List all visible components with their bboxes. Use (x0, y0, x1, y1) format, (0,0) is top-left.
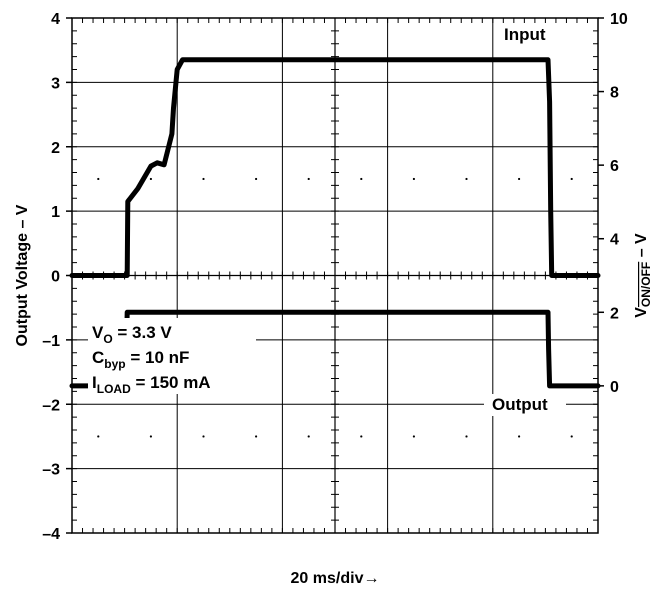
grid-dot (255, 177, 258, 181)
condition-value: = 3.3 V (113, 323, 173, 342)
grid-dot (465, 435, 468, 438)
condition-subscript: LOAD (97, 382, 131, 396)
condition-symbol: C (92, 348, 104, 367)
test-conditions-background (88, 318, 256, 394)
right-axis-title-suffix: – V (633, 233, 650, 262)
grid-dot (149, 435, 152, 438)
right-tick-labels: 10 8 6 4 2 0 (598, 11, 628, 396)
condition-subscript: O (103, 332, 112, 346)
right-tick-label: 8 (610, 85, 619, 102)
right-tick-label: 0 (610, 379, 619, 396)
left-tick-label: –1 (42, 333, 60, 350)
grid-dot (412, 177, 415, 181)
left-tick-label: 1 (51, 204, 60, 221)
left-tick-label: –4 (42, 526, 60, 543)
grid-dot (307, 435, 310, 438)
grid-dot (202, 435, 205, 438)
output-series-label: Output (492, 395, 548, 414)
input-series-label: Input (504, 25, 546, 44)
grid-dot (570, 177, 573, 181)
series-line-input (69, 57, 601, 278)
right-tick-label: 2 (610, 305, 619, 322)
test-condition-line: Cbyp = 10 nF (92, 348, 189, 371)
left-axis-title: Output Voltage – V (14, 204, 31, 346)
grid-dot (360, 435, 363, 438)
grid-dot (465, 177, 468, 181)
right-axis-title-base: V (633, 307, 650, 318)
condition-value: = 10 nF (126, 348, 190, 367)
left-tick-label: 3 (51, 75, 60, 92)
left-tick-label: –2 (42, 397, 60, 414)
left-tick-labels: 4 3 2 1 0 –1 –2 –3 –4 (42, 11, 72, 543)
grid-dot (360, 177, 363, 181)
condition-subscript: byp (104, 357, 125, 371)
left-tick-label: –3 (42, 462, 60, 479)
right-axis-title-sub: ON/OFF (639, 262, 653, 307)
condition-value: = 150 mA (131, 373, 211, 392)
grid-dot (412, 435, 415, 438)
grid-dot (255, 435, 258, 438)
right-tick-label: 4 (610, 232, 619, 249)
output-label-background (484, 394, 566, 416)
grid-dot (307, 177, 310, 181)
test-condition-line: ILOAD = 150 mA (92, 373, 211, 396)
grid-dot (202, 177, 205, 181)
left-tick-label: 2 (51, 140, 60, 157)
right-tick-label: 6 (610, 158, 619, 175)
grid-dot (97, 435, 100, 438)
left-tick-label: 4 (51, 11, 60, 28)
right-axis-title: VON/OFF – V (633, 233, 653, 318)
grid-dot (149, 177, 152, 181)
x-axis-title: 20 ms/div→ (291, 570, 380, 587)
grid-dot (518, 435, 521, 438)
axis-ticks (72, 18, 598, 533)
test-condition-line: VO = 3.3 V (92, 323, 172, 346)
condition-symbol: I (92, 373, 97, 392)
right-tick-label: 10 (610, 11, 628, 28)
grid-dot (570, 435, 573, 438)
condition-symbol: V (92, 323, 104, 342)
grid-dot (97, 177, 100, 181)
grid-dot (518, 177, 521, 181)
left-tick-label: 0 (51, 269, 60, 286)
